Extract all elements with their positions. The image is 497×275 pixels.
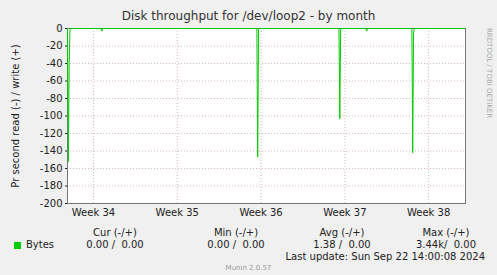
svg-text:Week 37: Week 37 — [323, 207, 366, 218]
html-text:Max (-/+): Max (-/+) — [422, 227, 470, 238]
svg-text:-160: -160 — [40, 163, 63, 174]
svg-text:-120: -120 — [40, 128, 63, 139]
html-text:RRDTOOL / TOBI OETIKER: RRDTOOL / TOBI OETIKER — [485, 28, 493, 119]
svg-text:0: 0 — [56, 23, 62, 34]
svg-text:-200: -200 — [40, 198, 63, 209]
svg-text:-180: -180 — [40, 180, 63, 191]
html-text:Min (-/+): Min (-/+) — [214, 227, 258, 238]
svg-text:-60: -60 — [46, 75, 62, 86]
html-text:Disk throughput for /dev/loop2: Disk throughput for /dev/loop2 - by mont… — [121, 9, 376, 23]
svg-text:Week 35: Week 35 — [156, 207, 199, 218]
svg-text:-80: -80 — [46, 93, 62, 104]
html-text:Munin 2.0.57: Munin 2.0.57 — [225, 264, 272, 272]
html-text:Avg (-/+): Avg (-/+) — [319, 227, 365, 238]
html-text:3.44k/ 0.00: 3.44k/ 0.00 — [416, 239, 476, 250]
svg-text:-40: -40 — [46, 58, 62, 69]
svg-text:-20: -20 — [46, 40, 62, 51]
html-text:0.00 / 0.00: 0.00 / 0.00 — [207, 239, 265, 250]
svg-text:Pr second read (-) / write (+): Pr second read (-) / write (+) — [10, 44, 21, 187]
html-text:Bytes: Bytes — [26, 239, 55, 250]
svg-text:Week 38: Week 38 — [407, 207, 450, 218]
html-text:1.38 / 0.00: 1.38 / 0.00 — [313, 239, 371, 250]
svg-text:Week 34: Week 34 — [72, 207, 115, 218]
svg-text:-100: -100 — [40, 110, 63, 121]
svg-text:Week 36: Week 36 — [239, 207, 282, 218]
svg-text:-140: -140 — [40, 145, 63, 156]
html-text:Last update: Sun Sep 22 14:00:: Last update: Sun Sep 22 14:00:08 2024 — [285, 251, 485, 262]
html-text:Cur (-/+): Cur (-/+) — [93, 227, 137, 238]
html-text:0.00 / 0.00: 0.00 / 0.00 — [86, 239, 144, 250]
